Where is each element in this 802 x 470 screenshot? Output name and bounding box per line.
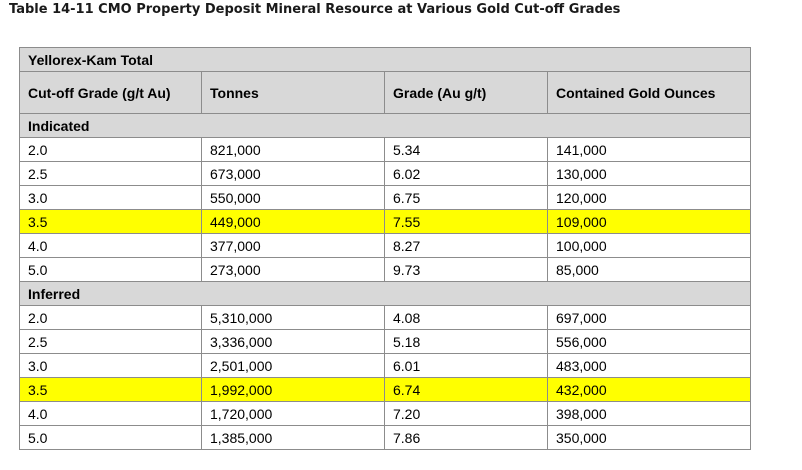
- tonnes-cell: 5,310,000: [201, 305, 385, 330]
- table-row: 3.5 449,000 7.55 109,000: [19, 209, 752, 234]
- cutoff-cell: 5.0: [19, 257, 202, 282]
- grade-cell: 6.01: [384, 353, 548, 378]
- resource-table: Yellorex-Kam Total Cut-off Grade (g/t Au…: [18, 47, 752, 450]
- ounces-cell: 556,000: [546, 329, 752, 354]
- header-ounces: Contained Gold Ounces: [546, 71, 752, 114]
- ounces-cell: 398,000: [546, 401, 752, 426]
- section-row-indicated: Indicated: [18, 113, 752, 138]
- table-row: 2.0 5,310,000 4.08 697,000: [19, 305, 752, 330]
- grade-cell: 5.34: [384, 137, 548, 162]
- grade-cell: 7.86: [384, 425, 548, 450]
- section-label: Inferred: [18, 281, 752, 306]
- tonnes-cell: 673,000: [201, 161, 385, 186]
- cutoff-cell: 2.5: [19, 161, 202, 186]
- cutoff-cell: 3.0: [19, 353, 202, 378]
- grade-cell: 8.27: [384, 233, 548, 258]
- table-row: 3.5 1,992,000 6.74 432,000: [19, 377, 752, 402]
- table-row: 3.0 2,501,000 6.01 483,000: [19, 353, 752, 378]
- ounces-cell: 141,000: [546, 137, 752, 162]
- tonnes-cell: 3,336,000: [201, 329, 385, 354]
- cutoff-cell: 3.5: [19, 377, 202, 402]
- table-row: 5.0 1,385,000 7.86 350,000: [19, 425, 752, 450]
- table-row: 2.0 821,000 5.34 141,000: [19, 137, 752, 162]
- table-row: 3.0 550,000 6.75 120,000: [19, 185, 752, 210]
- table-row: 4.0 377,000 8.27 100,000: [19, 233, 752, 258]
- grade-cell: 4.08: [384, 305, 548, 330]
- section-row-inferred: Inferred: [18, 281, 752, 306]
- grade-cell: 6.75: [384, 185, 548, 210]
- header-row: Cut-off Grade (g/t Au) Tonnes Grade (Au …: [19, 71, 752, 114]
- cutoff-cell: 3.5: [19, 209, 202, 234]
- header-cutoff: Cut-off Grade (g/t Au): [19, 71, 202, 114]
- tonnes-cell: 550,000: [201, 185, 385, 210]
- tonnes-cell: 273,000: [201, 257, 385, 282]
- table-row: 2.5 673,000 6.02 130,000: [19, 161, 752, 186]
- cutoff-cell: 2.5: [19, 329, 202, 354]
- ounces-cell: 130,000: [546, 161, 752, 186]
- table-row: 2.5 3,336,000 5.18 556,000: [19, 329, 752, 354]
- ounces-cell: 697,000: [546, 305, 752, 330]
- table-title-row: Yellorex-Kam Total: [18, 47, 752, 72]
- ounces-cell: 120,000: [546, 185, 752, 210]
- table-row: 5.0 273,000 9.73 85,000: [19, 257, 752, 282]
- table-title: Yellorex-Kam Total: [18, 47, 752, 72]
- ounces-cell: 85,000: [546, 257, 752, 282]
- section-label: Indicated: [18, 113, 752, 138]
- tonnes-cell: 1,720,000: [201, 401, 385, 426]
- cutoff-cell: 2.0: [19, 137, 202, 162]
- table-caption: Table 14-11 CMO Property Deposit Mineral…: [9, 2, 621, 17]
- tonnes-cell: 449,000: [201, 209, 385, 234]
- ounces-cell: 350,000: [546, 425, 752, 450]
- ounces-cell: 483,000: [546, 353, 752, 378]
- cutoff-cell: 3.0: [19, 185, 202, 210]
- grade-cell: 6.74: [384, 377, 548, 402]
- grade-cell: 7.20: [384, 401, 548, 426]
- tonnes-cell: 1,992,000: [201, 377, 385, 402]
- cutoff-cell: 4.0: [19, 233, 202, 258]
- table-row: 4.0 1,720,000 7.20 398,000: [19, 401, 752, 426]
- grade-cell: 6.02: [384, 161, 548, 186]
- header-grade: Grade (Au g/t): [384, 71, 548, 114]
- ounces-cell: 109,000: [546, 209, 752, 234]
- cutoff-cell: 5.0: [19, 425, 202, 450]
- cutoff-cell: 4.0: [19, 401, 202, 426]
- tonnes-cell: 377,000: [201, 233, 385, 258]
- tonnes-cell: 2,501,000: [201, 353, 385, 378]
- grade-cell: 9.73: [384, 257, 548, 282]
- ounces-cell: 100,000: [546, 233, 752, 258]
- grade-cell: 7.55: [384, 209, 548, 234]
- header-tonnes: Tonnes: [201, 71, 385, 114]
- ounces-cell: 432,000: [546, 377, 752, 402]
- tonnes-cell: 821,000: [201, 137, 385, 162]
- tonnes-cell: 1,385,000: [201, 425, 385, 450]
- grade-cell: 5.18: [384, 329, 548, 354]
- cutoff-cell: 2.0: [19, 305, 202, 330]
